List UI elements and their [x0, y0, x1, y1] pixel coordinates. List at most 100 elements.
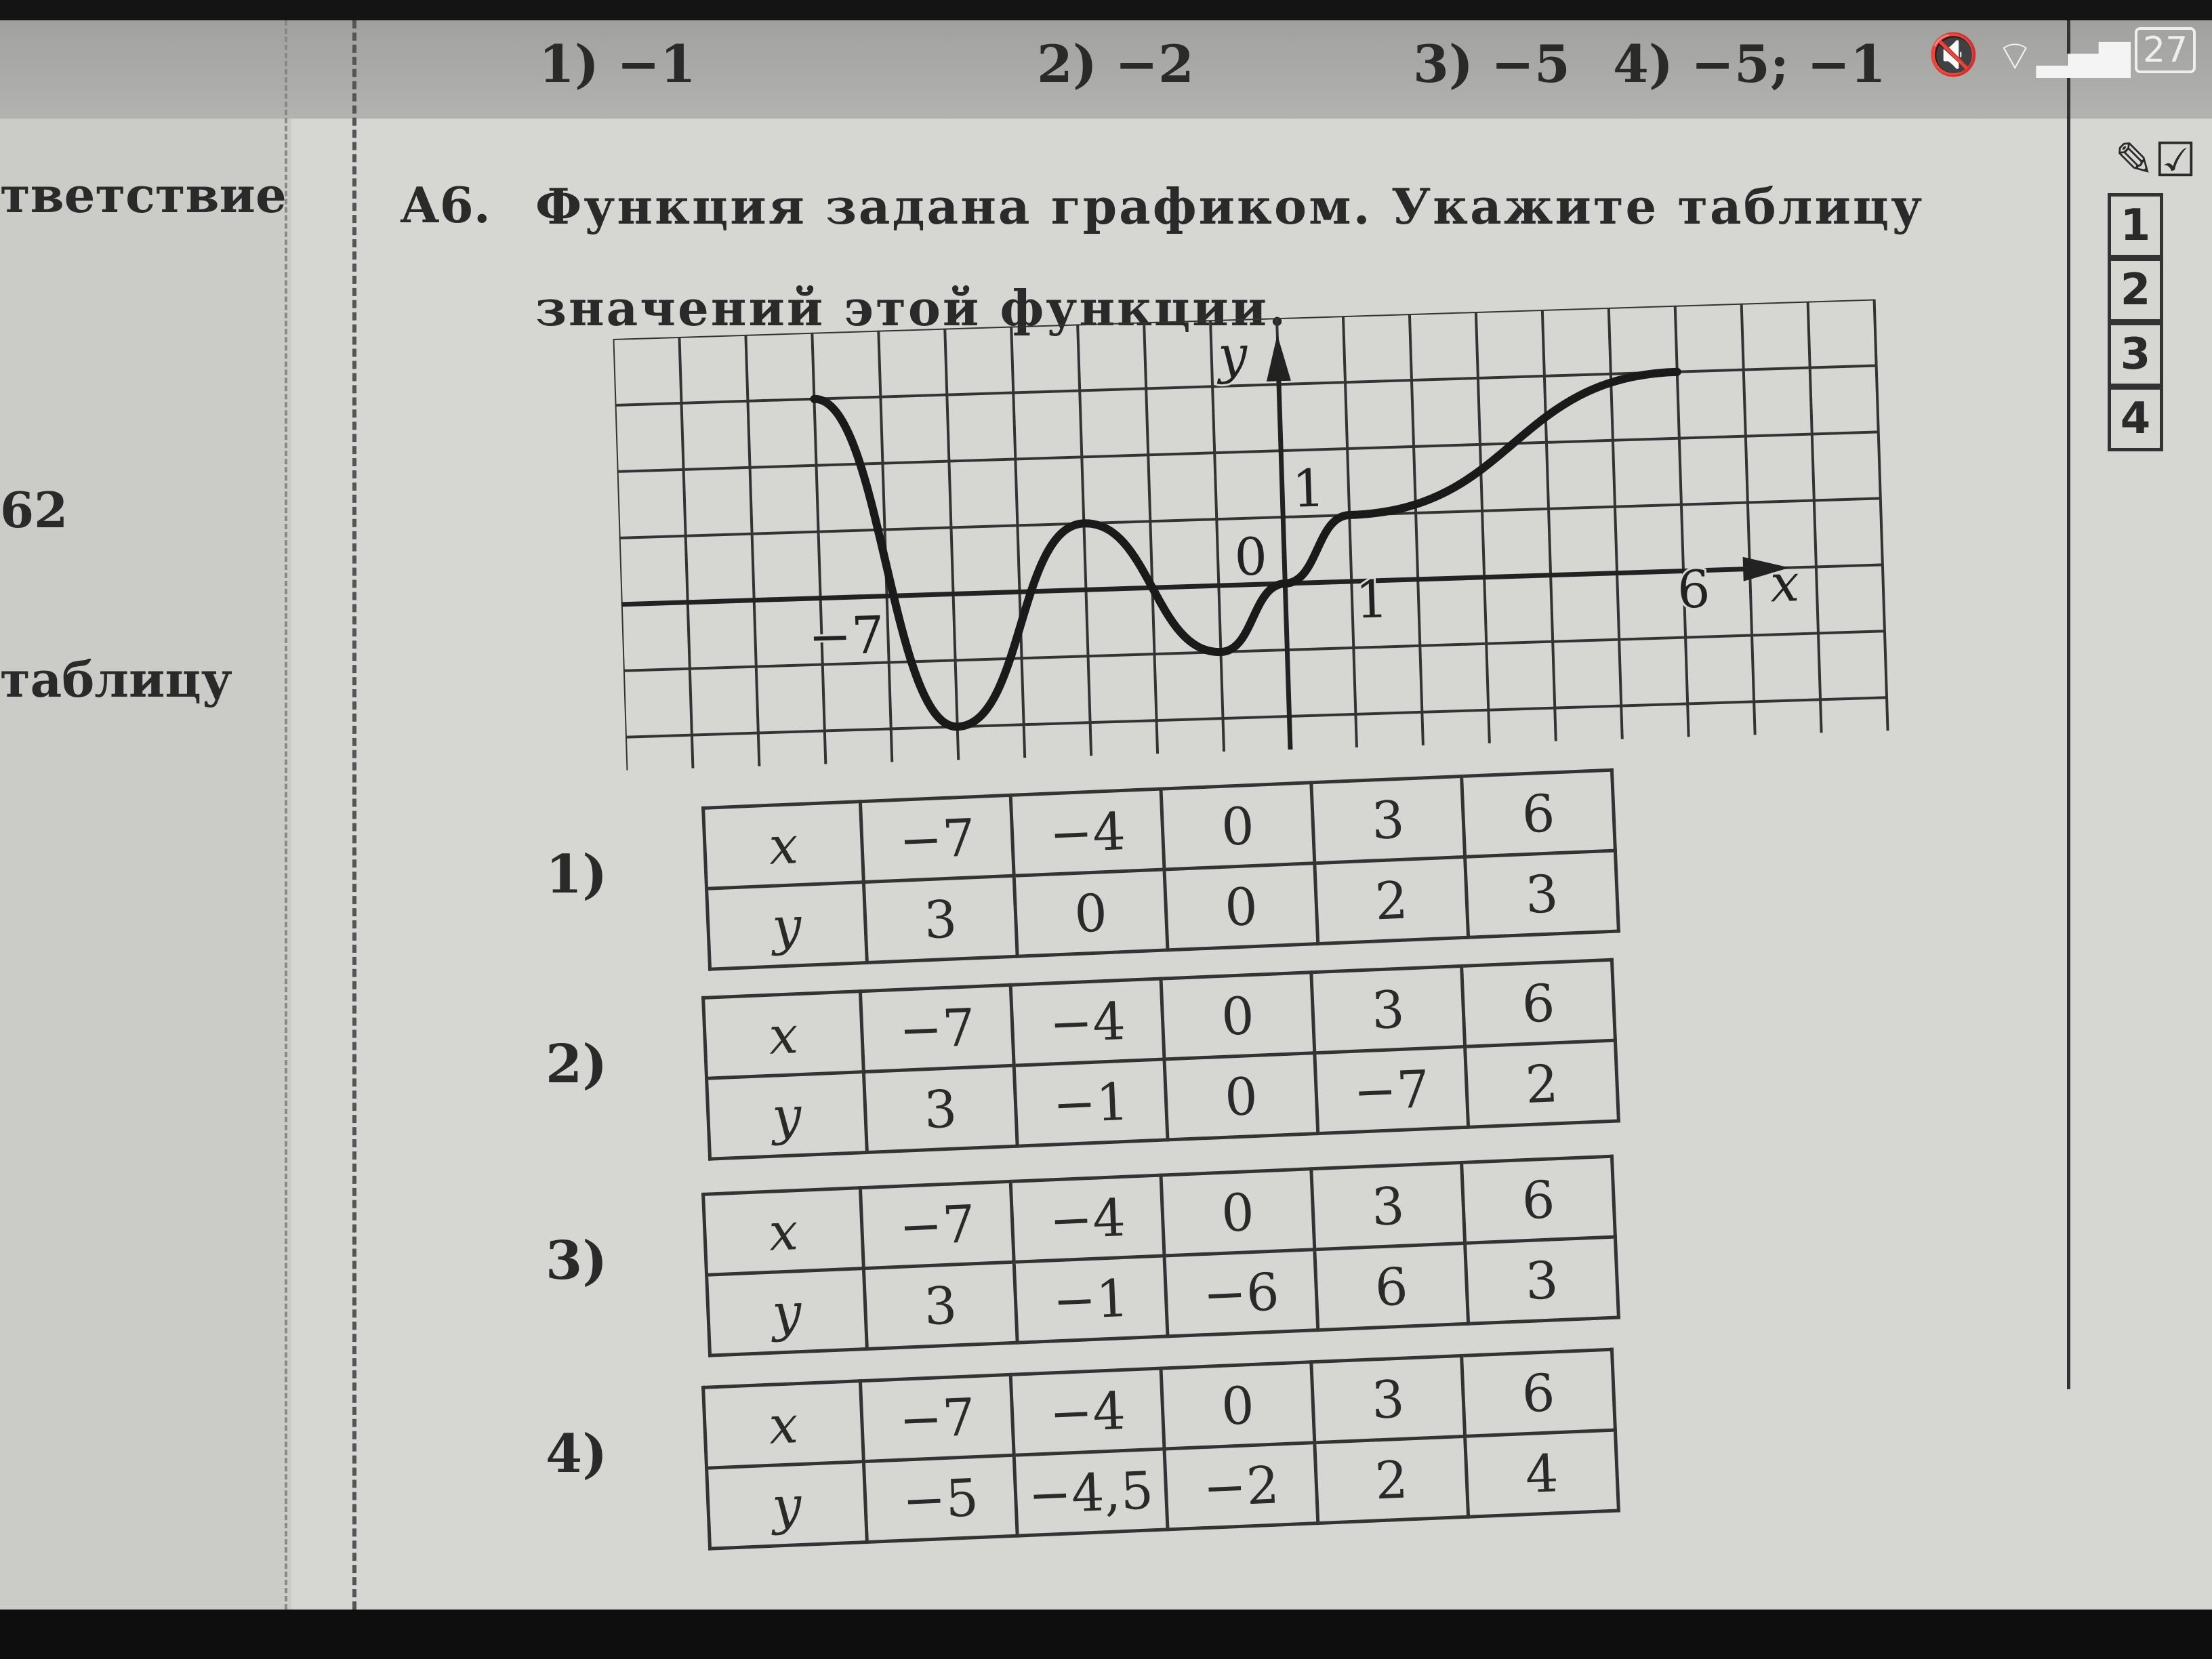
table-cell: 6 — [1461, 1156, 1616, 1244]
table-cell: 0 — [1161, 1361, 1315, 1449]
grid-line — [1673, 305, 1690, 737]
table-cell: 6 — [1461, 770, 1616, 857]
table-cell: −7 — [860, 985, 1015, 1072]
margin-line — [2067, 20, 2070, 1389]
grid-line — [1209, 320, 1226, 752]
grid-line — [811, 332, 827, 764]
option-label[interactable]: 1) — [546, 844, 608, 905]
grid-line — [1806, 301, 1823, 733]
fold-line — [285, 20, 287, 1610]
table-cell: 6 — [1461, 1349, 1616, 1437]
table-cell: 3 — [863, 1262, 1018, 1349]
grid-line — [678, 336, 695, 769]
y-axis-label: y — [1215, 324, 1249, 385]
table-cell: 0 — [1164, 1052, 1318, 1140]
answer-box-4[interactable]: 4 — [2108, 386, 2163, 451]
grid-line — [1143, 322, 1160, 754]
question-number: А6. — [400, 176, 491, 234]
table-cell: −7 — [860, 1374, 1015, 1462]
row-header: y — [706, 882, 867, 970]
table-cell: −4 — [1010, 789, 1164, 876]
table-cell: 3 — [1311, 1355, 1465, 1443]
left-page — [0, 119, 291, 1610]
x-tick-neg7: −7 — [807, 605, 885, 667]
y-axis-arrow-icon — [1266, 334, 1291, 382]
prev-answer-1: 1) −1 — [539, 34, 696, 94]
table-cell: −7 — [1314, 1046, 1469, 1134]
table-cell: 4 — [1465, 1430, 1619, 1517]
table-cell: −5 — [863, 1455, 1018, 1542]
screen-edge — [0, 1610, 2212, 1659]
x-axis-arrow-icon — [1742, 556, 1790, 581]
grid-line — [943, 328, 960, 760]
table-cell: 0 — [1014, 869, 1168, 957]
table-cell: 3 — [863, 1065, 1018, 1153]
battery-indicator: 27 — [2135, 27, 2196, 73]
x-tick-6: 6 — [1677, 558, 1711, 619]
signal-icon: ▂▄▆ — [2036, 30, 2131, 78]
prev-answer-2: 2) −2 — [1037, 34, 1194, 94]
row-header: x — [703, 801, 864, 889]
grid-line — [613, 338, 628, 771]
grid-line — [1607, 307, 1624, 739]
function-curve — [810, 367, 1681, 731]
table-cell: −4,5 — [1014, 1448, 1168, 1536]
option-label[interactable]: 3) — [546, 1230, 608, 1292]
grid-line — [1076, 324, 1093, 756]
grid-line — [744, 334, 761, 766]
option-label[interactable]: 2) — [546, 1033, 608, 1095]
x-tick-1: 1 — [1355, 569, 1389, 630]
table-cell: −4 — [1010, 1175, 1164, 1263]
grid-line — [1341, 316, 1358, 747]
grid-line — [619, 497, 1881, 539]
mute-icon: 🔇 — [1928, 31, 1979, 79]
table-cell: 3 — [1311, 966, 1465, 1053]
grid-line — [1872, 299, 1889, 731]
table-cell: 6 — [1461, 960, 1616, 1047]
wifi-icon: ⌔ — [1996, 33, 2034, 80]
grid-line — [1474, 311, 1491, 743]
grid-line — [1408, 314, 1425, 745]
cut-line — [352, 20, 356, 1610]
grid-line — [1010, 326, 1027, 758]
grid-line — [1540, 309, 1557, 741]
table-cell: −2 — [1164, 1442, 1318, 1530]
table-cell: 3 — [1311, 1162, 1465, 1250]
answer-box-1[interactable]: 1 — [2108, 193, 2163, 258]
table-cell: −1 — [1014, 1255, 1168, 1343]
table-cell: −6 — [1164, 1249, 1318, 1336]
table-cell: −4 — [1010, 979, 1164, 1066]
row-header: x — [703, 991, 864, 1079]
x-axis — [621, 566, 1763, 607]
origin-label: 0 — [1233, 526, 1268, 587]
table-cell: 2 — [1465, 1040, 1619, 1128]
table-cell: 0 — [1161, 782, 1315, 869]
grid-line — [625, 696, 1887, 739]
table-cell: 3 — [1465, 1237, 1619, 1324]
answer-box-3[interactable]: 3 — [2108, 322, 2163, 387]
y-axis — [1275, 364, 1293, 750]
left-fragment: 62 — [0, 481, 68, 539]
option-label[interactable]: 4) — [546, 1423, 608, 1485]
x-axis-label: x — [1769, 552, 1801, 613]
table-cell: 3 — [1311, 776, 1465, 863]
option-table-2: x −7 −4 0 3 6 y 3 −1 0 −7 2 — [701, 958, 1620, 1161]
grid-line — [613, 298, 1875, 341]
screen-edge — [0, 0, 2212, 20]
table-cell: 0 — [1164, 863, 1318, 950]
table-cell: 3 — [1465, 851, 1619, 938]
table-cell: 6 — [1314, 1243, 1469, 1330]
table-cell: −7 — [860, 1181, 1015, 1269]
question-text: Функция задана графиком. Укажите таблицу… — [535, 178, 1925, 337]
answer-box-2[interactable]: 2 — [2108, 258, 2163, 323]
table-cell: −1 — [1014, 1059, 1168, 1147]
row-header: x — [703, 1380, 864, 1469]
row-header: y — [706, 1268, 867, 1356]
option-table-3: x −7 −4 0 3 6 y 3 −1 −6 6 3 — [701, 1155, 1620, 1357]
table-cell: 2 — [1314, 1436, 1469, 1523]
row-header: y — [706, 1461, 867, 1549]
prev-answer-4: 4) −5; −1 — [1613, 34, 1886, 94]
table-cell: −7 — [860, 795, 1015, 882]
table-cell: 0 — [1161, 972, 1315, 1059]
